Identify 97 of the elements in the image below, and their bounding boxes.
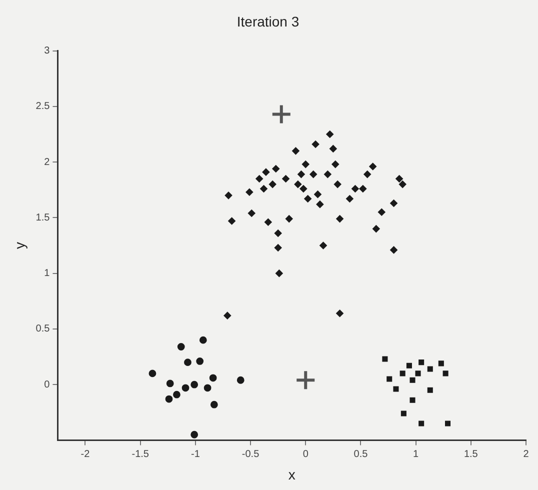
x-tick-label: 1: [413, 448, 420, 460]
point: [346, 195, 354, 202]
point: [312, 140, 320, 148]
point: [445, 420, 451, 426]
point: [438, 360, 444, 366]
point: [410, 397, 416, 403]
point: [418, 360, 424, 366]
point: [324, 170, 332, 178]
x-tick-label: -1: [190, 448, 200, 460]
point: [236, 376, 244, 384]
x-tick-label: -0.5: [242, 448, 260, 460]
point: [359, 185, 367, 192]
point: [415, 370, 421, 376]
point: [364, 170, 372, 178]
x-tick-label: 0.5: [354, 448, 368, 460]
point: [209, 374, 217, 382]
point: [177, 343, 185, 350]
x-tick-label: -2: [80, 448, 90, 460]
point: [352, 185, 359, 192]
point: [210, 400, 218, 408]
point: [268, 180, 276, 188]
point: [224, 192, 232, 200]
x-axis-title: x: [288, 466, 296, 482]
point: [320, 242, 327, 250]
x-tick-label: 2: [523, 448, 530, 460]
point: [262, 168, 270, 176]
y-tick-label: 2: [44, 156, 50, 168]
point: [264, 218, 272, 226]
point: [295, 370, 316, 391]
point: [173, 390, 180, 398]
point: [390, 200, 398, 207]
point: [165, 395, 173, 403]
point: [334, 180, 342, 188]
point: [398, 180, 406, 188]
point: [329, 145, 337, 152]
y-tick-label: 1: [44, 268, 50, 280]
x-tick-label: 0: [302, 448, 309, 460]
chart-title: Iteration 3: [236, 13, 300, 30]
y-tick-label: 1.5: [36, 212, 50, 224]
point: [285, 215, 293, 222]
point: [199, 336, 207, 344]
point: [406, 362, 412, 368]
point: [228, 217, 236, 225]
point: [298, 170, 305, 178]
point: [248, 210, 256, 217]
point: [274, 230, 282, 237]
point: [196, 358, 204, 365]
point: [204, 384, 212, 392]
point: [300, 185, 308, 192]
point: [260, 185, 268, 192]
x-tick-label: 1.5: [464, 448, 478, 460]
point: [386, 376, 392, 382]
point: [184, 358, 192, 366]
point: [282, 175, 290, 182]
point: [302, 160, 310, 168]
point: [310, 170, 318, 178]
point: [369, 162, 377, 170]
point: [400, 370, 406, 376]
point: [372, 225, 380, 233]
point: [418, 420, 424, 426]
point: [314, 190, 322, 198]
y-tick-label: 0.5: [36, 324, 50, 335]
point: [148, 370, 156, 378]
point: [190, 380, 198, 388]
point: [256, 175, 264, 182]
point: [304, 195, 312, 202]
point: [332, 160, 340, 168]
point: [396, 175, 403, 182]
point: [336, 215, 344, 222]
point: [270, 104, 292, 125]
point: [382, 356, 388, 362]
point: [442, 370, 448, 376]
point: [427, 387, 433, 393]
point: [390, 246, 398, 254]
point: [274, 244, 282, 252]
point: [275, 270, 283, 278]
point: [190, 430, 198, 438]
y-tick-label: 2.5: [36, 101, 50, 112]
point: [378, 208, 386, 216]
y-tick-label: 0: [44, 379, 50, 390]
point: [336, 310, 344, 318]
point: [400, 410, 406, 416]
point: [292, 147, 300, 155]
point: [427, 366, 433, 372]
x-tick-label: -1.5: [132, 448, 150, 460]
point: [246, 188, 254, 196]
point: [224, 312, 232, 320]
y-tick-label: 3: [44, 46, 50, 57]
y-axis-title: y: [11, 242, 28, 249]
point: [294, 180, 302, 188]
point: [326, 130, 334, 138]
point: [316, 200, 324, 208]
point: [182, 384, 190, 392]
point: [272, 165, 280, 172]
point: [410, 377, 416, 383]
point: [393, 386, 399, 392]
point: [166, 380, 174, 388]
